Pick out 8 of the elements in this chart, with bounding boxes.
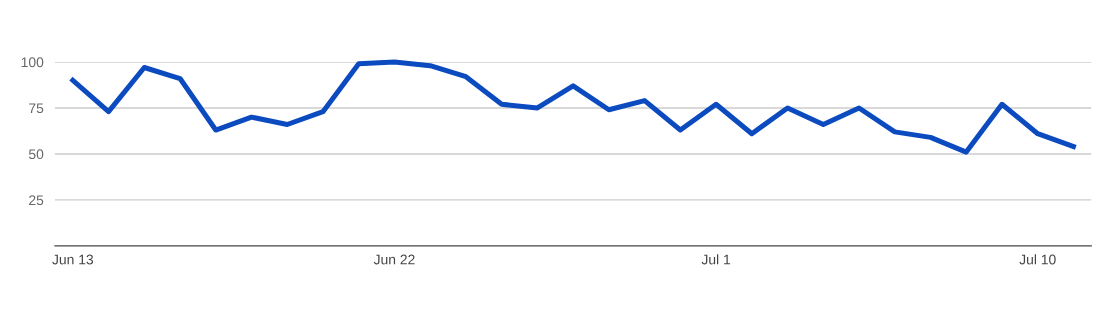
x-tick-label: Jun 22 [373,254,415,265]
y-tick-label: 75 [29,103,44,114]
y-tick-label: 25 [29,195,44,206]
x-tick-label: Jun 13 [52,254,94,265]
x-tick-label: Jul 1 [701,254,731,265]
y-tick-label: 100 [21,57,44,68]
y-tick-label: 50 [28,149,44,160]
x-tick-label: Jul 10 [1019,254,1056,265]
